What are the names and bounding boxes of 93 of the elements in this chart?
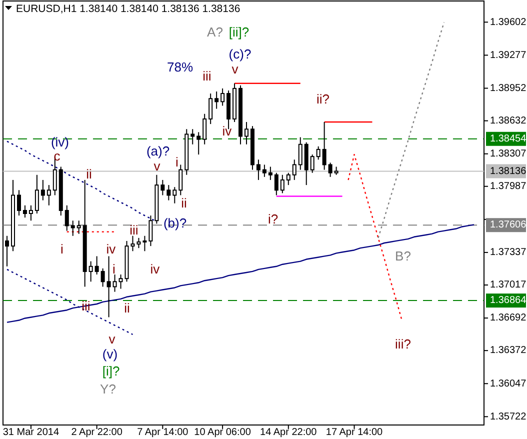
ref-line-label: 1.37606	[490, 220, 527, 231]
candlestick	[274, 172, 278, 196]
annotation: i	[112, 261, 116, 276]
candlestick	[94, 256, 99, 276]
candlestick	[166, 184, 171, 201]
candlestick	[112, 274, 117, 292]
candlestick	[298, 136, 302, 170]
candlestick	[64, 204, 69, 232]
candlestick	[16, 190, 21, 216]
ref-line-label: 1.38136	[490, 166, 527, 177]
annotation: iii	[202, 68, 212, 84]
annotation: (v)	[102, 346, 118, 362]
candlestick	[316, 146, 320, 160]
candlestick	[322, 122, 326, 170]
candlestick	[160, 179, 165, 196]
annotation: Y?	[100, 381, 116, 396]
candlestick	[172, 186, 177, 204]
candlestick	[262, 164, 266, 178]
annotation: [ii]?	[228, 24, 250, 40]
candlestick	[142, 235, 147, 252]
y-tick-label: 1.37337	[490, 247, 527, 258]
annotation: ii	[86, 166, 92, 182]
annotation: ii	[181, 195, 187, 210]
ref-line-label: 1.38454	[490, 134, 527, 145]
candlestick	[106, 256, 111, 318]
annotation: iii	[130, 222, 138, 238]
y-tick-label: 1.39277	[490, 50, 527, 61]
candlestick	[244, 122, 248, 145]
candlestick	[190, 128, 195, 145]
candlestick	[196, 132, 201, 156]
candlestick	[202, 113, 207, 145]
x-tick-label: 14 Apr 22:00	[260, 427, 318, 438]
y-tick-label: 1.35722	[490, 411, 527, 422]
annotation: v	[108, 331, 116, 346]
x-tick-label: 31 Mar 2014	[2, 427, 60, 438]
annotation: (c)?	[228, 46, 252, 62]
annotation: c	[54, 148, 61, 164]
x-tick-label: 2 Apr 22:00	[71, 427, 123, 438]
y-tick-label: 1.38632	[490, 115, 527, 126]
annotation: A?	[207, 24, 223, 40]
annotation: B?	[395, 248, 411, 264]
candlestick	[34, 174, 39, 214]
candlestick	[310, 154, 314, 174]
candlestick	[268, 166, 272, 180]
candlestick	[208, 93, 213, 125]
candlestick	[256, 159, 260, 180]
y-tick-label: 1.37987	[490, 181, 527, 192]
y-tick-label: 1.36047	[490, 378, 527, 390]
candlestick	[214, 90, 219, 110]
candlestick	[328, 162, 332, 178]
y-tick-label: 1.38307	[490, 148, 527, 160]
annotation: v	[232, 61, 239, 76]
candlestick	[220, 88, 225, 106]
annotation: i	[176, 154, 179, 170]
annotation: 78%	[166, 59, 194, 74]
y-tick-label: 1.39602	[490, 16, 527, 28]
annotation: ii?	[316, 91, 330, 106]
y-tick-label: 1.36372	[490, 345, 527, 356]
candlestick	[5, 235, 10, 267]
candlestick	[46, 184, 51, 206]
candlestick	[286, 172, 290, 186]
annotation: (b)?	[163, 215, 187, 230]
annotation: iv	[150, 261, 160, 276]
x-tick-label: 17 Apr 14:00	[326, 427, 384, 438]
annotation: ii	[124, 300, 130, 316]
candlestick	[40, 179, 45, 201]
candlestick	[136, 237, 141, 249]
annotation: v	[154, 158, 161, 174]
candlestick	[28, 204, 33, 222]
y-tick-label: 1.38952	[490, 82, 527, 94]
ref-line-label: 1.36864	[490, 295, 527, 306]
candlestick	[22, 204, 27, 218]
candlestick	[70, 220, 75, 236]
candlestick	[292, 159, 296, 180]
x-tick-label: 10 Apr 06:00	[194, 427, 252, 438]
chart-title: EURUSD,H1 1.38140 1.38140 1.38136 1.38136	[16, 3, 240, 15]
annotation: (a)?	[146, 143, 170, 158]
candlestick	[76, 220, 81, 234]
y-tick-label: 1.36692	[490, 312, 527, 324]
candlestick	[280, 174, 284, 194]
candlestick	[178, 164, 183, 196]
candlestick	[118, 274, 123, 290]
annotation: i	[60, 241, 64, 256]
annotation: i?	[268, 211, 278, 226]
candlestick	[100, 268, 105, 288]
y-tick-label: 1.37017	[490, 280, 527, 291]
annotation: iii?	[395, 336, 411, 352]
candlestick	[148, 215, 153, 247]
candlestick	[88, 260, 93, 282]
x-tick-label: 7 Apr 14:00	[137, 427, 189, 438]
annotation: iv	[222, 123, 232, 138]
annotation: iv	[106, 241, 116, 256]
annotation: [i]?	[102, 363, 120, 378]
